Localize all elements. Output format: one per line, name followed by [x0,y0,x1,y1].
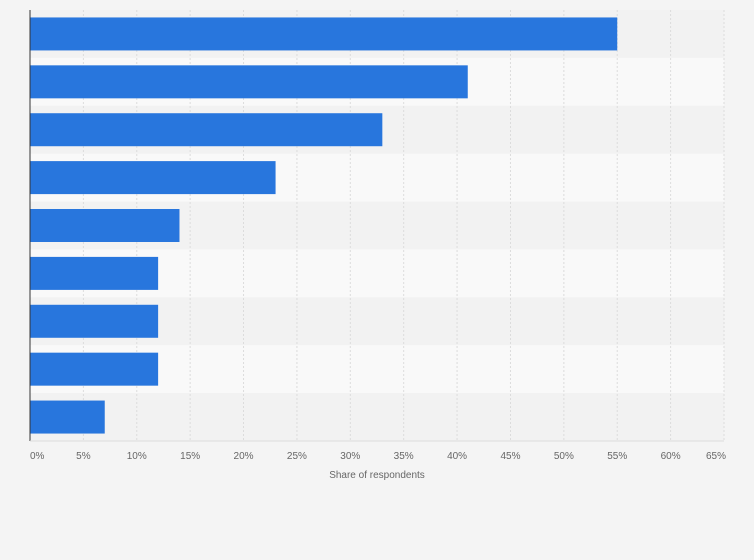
x-tick-label: 45% [500,451,520,462]
x-tick-labels: 0% 5% 10% 15% 20% 25% 30% 35% 40% 45% 50% 55% 60% 65% [30,451,726,462]
x-tick-label: 25% [287,451,307,462]
bars [30,17,618,434]
x-tick-label: 0% [30,451,45,462]
bar [30,209,180,242]
x-tick-label: 40% [447,451,467,462]
bar [30,65,468,99]
row-band [30,393,724,441]
x-tick-label: 10% [127,451,147,462]
bar [30,256,159,290]
x-axis-title: Share of respondents [329,470,425,481]
bar [30,17,618,51]
x-tick-label: 5% [76,451,91,462]
bar [30,161,276,195]
x-tick-label: 65% [706,451,726,462]
bar [30,113,383,147]
x-tick-label: 20% [234,451,254,462]
axes [29,10,724,442]
bar [30,400,105,434]
bar [30,352,159,386]
x-tick-label: 35% [394,451,414,462]
x-tick-label: 50% [554,451,574,462]
bar [30,304,159,338]
x-tick-label: 30% [340,451,360,462]
x-tick-label: 60% [661,451,681,462]
x-tick-label: 55% [607,451,627,462]
x-tick-label: 15% [180,451,200,462]
